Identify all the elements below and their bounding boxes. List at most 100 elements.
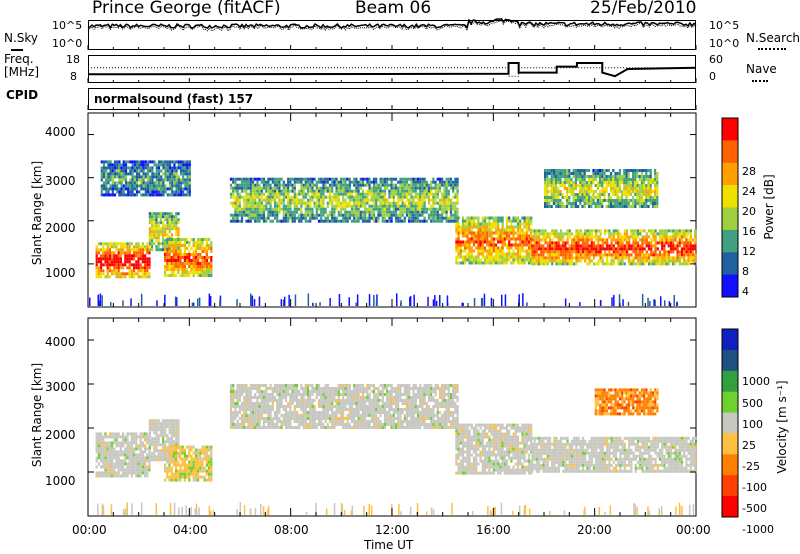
power-echo-cell [627, 199, 630, 202]
power-echo-cell [685, 235, 688, 239]
power-echo-cell [116, 163, 119, 167]
power-echo-cell [177, 233, 180, 237]
power-echo-cell [265, 189, 268, 193]
power-echo-cell [309, 213, 312, 217]
power-echo-cell [472, 240, 476, 244]
power-echo-cell [581, 253, 585, 257]
power-ground-scatter [501, 294, 503, 306]
velocity-echo-cell [183, 472, 186, 476]
power-echo-cell [641, 250, 644, 254]
velocity-echo-cell [102, 459, 105, 463]
power-echo-cell [258, 213, 261, 217]
power-echo-cell [639, 250, 642, 254]
power-echo-cell [634, 232, 637, 236]
power-echo-cell [616, 178, 619, 181]
power-echo-cell [370, 204, 373, 208]
power-echo-cell [530, 252, 533, 256]
power-echo-cell [501, 222, 504, 226]
power-echo-cell [258, 219, 261, 223]
power-echo-cell [210, 265, 213, 268]
power-echo-cell [175, 175, 178, 179]
power-echo-cell [271, 198, 274, 202]
power-echo-cell [188, 265, 191, 268]
power-echo-cell [144, 166, 147, 170]
velocity-echo-cell [111, 465, 114, 469]
power-echo-cell [133, 251, 136, 255]
velocity-echo-cell [133, 438, 136, 442]
power-echo-cell [317, 204, 321, 208]
power-echo-cell [581, 241, 585, 245]
power-echo-cell [427, 201, 431, 205]
power-echo-cell [550, 172, 553, 175]
power-echo-cell [678, 235, 681, 239]
velocity-echo-cell [175, 443, 178, 447]
power-echo-cell [276, 213, 279, 217]
power-echo-cell [621, 181, 624, 184]
power-echo-cell [423, 207, 426, 211]
power-echo-cell [388, 219, 391, 223]
power-echo-cell [652, 262, 655, 266]
velocity-echo-cell [157, 440, 160, 444]
power-echo-cell [403, 195, 406, 199]
power-echo-cell [168, 253, 171, 256]
velocity-echo-cell [139, 432, 142, 436]
power-echo-cell [514, 240, 517, 244]
power-echo-cell [636, 181, 639, 184]
power-echo-cell [108, 260, 111, 264]
power-echo-cell [412, 180, 415, 184]
power-echo-cell [118, 160, 121, 164]
power-echo-cell [432, 186, 435, 190]
power-echo-cell [535, 235, 538, 239]
power-echo-cell [177, 248, 180, 252]
power-echo-cell [457, 249, 460, 253]
power-echo-cell [115, 260, 118, 264]
power-echo-cell [523, 237, 526, 241]
power-echo-cell [370, 186, 373, 190]
power-echo-cell [656, 202, 659, 205]
power-echo-cell [184, 181, 187, 185]
power-echo-cell [472, 222, 476, 226]
power-echo-cell [210, 268, 213, 271]
power-echo-cell [658, 238, 662, 242]
power-echo-cell [171, 172, 174, 176]
power-echo-cell [197, 268, 200, 271]
power-echo-cell [238, 177, 241, 181]
power-echo-cell [559, 238, 563, 242]
velocity-echo-cell [159, 425, 162, 429]
power-echo-cell [113, 163, 117, 167]
power-echo-cell [647, 229, 651, 233]
power-echo-cell [562, 232, 565, 236]
power-echo-cell [106, 257, 109, 261]
power-echo-cell [348, 195, 351, 199]
power-echo-cell [483, 231, 487, 235]
power-echo-cell [232, 195, 235, 199]
velocity-echo-cell [97, 450, 100, 454]
power-echo-cell [676, 250, 679, 254]
velocity-echo-cell [133, 432, 136, 436]
power-echo-cell [590, 247, 593, 251]
power-echo-cell [157, 221, 160, 225]
power-echo-cell [601, 193, 604, 196]
power-echo-cell [162, 221, 165, 225]
power-echo-cell [100, 257, 103, 261]
power-echo-cell [621, 253, 624, 257]
power-echo-cell [278, 198, 281, 202]
power-echo-cell [280, 189, 283, 193]
power-echo-cell [410, 204, 413, 208]
velocity-echo-cell [164, 445, 167, 449]
power-echo-cell [516, 222, 520, 226]
power-echo-cell [456, 198, 459, 202]
power-echo-cell [581, 172, 584, 175]
power-echo-cell [468, 252, 471, 256]
velocity-echo-cell [183, 457, 186, 461]
power-echo-cell [177, 178, 180, 182]
velocity-echo-cell [159, 434, 162, 438]
power-echo-cell [583, 178, 586, 181]
power-echo-cell [157, 172, 161, 176]
power-echo-cell [614, 184, 617, 187]
power-echo-cell [208, 244, 211, 247]
power-echo-cell [449, 183, 453, 187]
power-echo-cell [282, 207, 285, 211]
power-ground-scatter [627, 301, 630, 306]
power-echo-cell [512, 258, 515, 262]
